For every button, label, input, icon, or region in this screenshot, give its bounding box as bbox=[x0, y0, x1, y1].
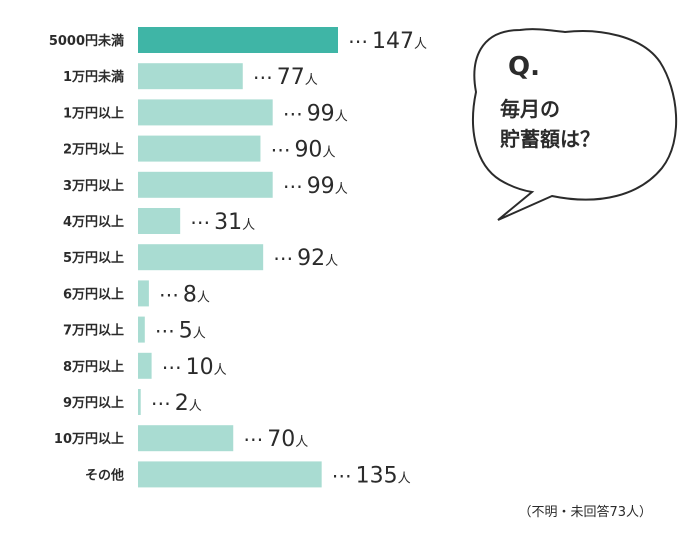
data-label: ⋯ 5人 bbox=[155, 319, 206, 344]
question-mark-label: Q. bbox=[508, 52, 540, 82]
bar bbox=[138, 208, 181, 234]
category-label: 10万円以上 bbox=[54, 432, 124, 447]
category-label: 4万円以上 bbox=[63, 215, 124, 230]
bar bbox=[138, 316, 145, 343]
question-line-1: 毎月の bbox=[500, 97, 560, 121]
bar bbox=[138, 425, 234, 452]
data-label: ⋯ 99人 bbox=[283, 101, 348, 126]
data-label: ⋯ 147人 bbox=[348, 29, 427, 54]
data-label: ⋯ 2人 bbox=[151, 391, 202, 416]
bar bbox=[138, 461, 322, 488]
category-label: 6万円以上 bbox=[63, 287, 124, 302]
bar bbox=[138, 99, 273, 126]
bar bbox=[138, 27, 338, 53]
data-label: ⋯ 90人 bbox=[270, 138, 335, 163]
category-label: 1万円以上 bbox=[63, 106, 124, 121]
bar bbox=[138, 352, 152, 379]
question-line-2: 貯蓄額は？ bbox=[500, 127, 600, 151]
speech-bubble bbox=[472, 28, 678, 221]
question-text: 毎月の 貯蓄額は？ bbox=[500, 94, 650, 154]
data-label: ⋯ 135人 bbox=[332, 463, 411, 488]
data-label: ⋯ 77人 bbox=[253, 65, 318, 90]
category-label: 5000円未満 bbox=[49, 33, 124, 49]
data-label: ⋯ 10人 bbox=[162, 355, 227, 380]
category-label: 2万円以上 bbox=[63, 143, 124, 158]
footnote-unknown-count: （不明・未回答73人） bbox=[518, 505, 652, 520]
bar bbox=[138, 171, 273, 198]
category-label: 7万円以上 bbox=[63, 324, 124, 339]
category-label: 3万円以上 bbox=[63, 179, 124, 194]
category-label: 1万円未満 bbox=[63, 69, 124, 85]
category-label: 9万円以上 bbox=[63, 396, 124, 411]
data-label: ⋯ 92人 bbox=[273, 246, 338, 271]
bar bbox=[138, 63, 243, 90]
category-label: その他 bbox=[85, 467, 124, 483]
category-label: 8万円以上 bbox=[63, 360, 124, 375]
bar bbox=[138, 135, 261, 162]
data-label: ⋯ 8人 bbox=[159, 282, 210, 307]
data-label: ⋯ 99人 bbox=[283, 174, 348, 199]
speech-bubble-outline bbox=[472, 28, 678, 221]
bar bbox=[138, 244, 264, 271]
data-label: ⋯ 31人 bbox=[190, 210, 255, 235]
bar bbox=[138, 280, 149, 307]
data-label: ⋯ 70人 bbox=[243, 427, 308, 452]
bar bbox=[138, 389, 141, 415]
category-label: 5万円以上 bbox=[63, 251, 124, 266]
